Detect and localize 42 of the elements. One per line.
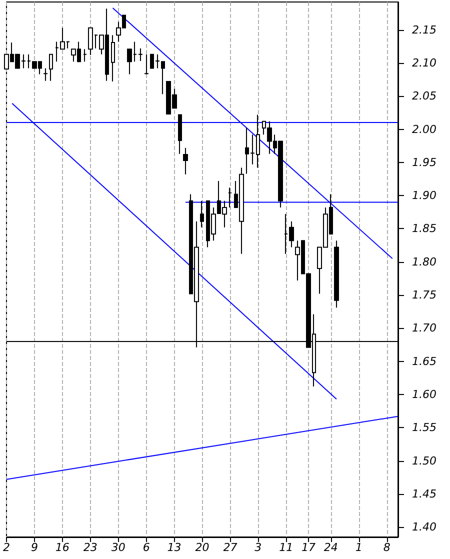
x-tick-label: 17: [302, 541, 316, 554]
candlestick: [111, 34, 115, 82]
x-tick-label: 6: [142, 541, 150, 554]
y-tick-label: 1.75: [412, 288, 436, 302]
x-tick-label: 8: [383, 541, 390, 554]
x-tick-label: 9: [30, 541, 38, 554]
candlestick: [43, 68, 48, 82]
candlestick: [228, 187, 232, 208]
y-tick-label: 2.15: [412, 23, 436, 36]
y-tick-label: 1.65: [412, 354, 436, 368]
y-tick-label: 1.60: [412, 388, 436, 401]
candlestick: [49, 54, 53, 82]
candlestick: [183, 147, 188, 175]
y-tick-label: 2.05: [412, 90, 436, 103]
y-tick-label: 1.85: [412, 222, 436, 236]
y-tick-label: 1.70: [412, 322, 436, 335]
x-tick-label: 24: [324, 541, 338, 554]
y-tick-label: 2.10: [412, 56, 436, 70]
y-tick-label: 2.00: [412, 122, 436, 136]
y-tick-label: 1.55: [412, 421, 436, 434]
candlestick: [334, 240, 339, 308]
candlestick: [178, 114, 182, 154]
x-tick-label: 16: [55, 541, 70, 554]
x-tick-label: 13: [167, 541, 182, 554]
x-tick-label: 23: [83, 541, 98, 554]
candlestick: [200, 200, 204, 228]
y-tick-label: 1.80: [412, 255, 436, 268]
x-tick-label: 2: [3, 541, 10, 554]
y-tick-label: 1.40: [412, 520, 436, 534]
candlestick: [138, 48, 143, 62]
x-tick-label: 30: [111, 541, 126, 554]
candlestick: [144, 54, 149, 75]
candlestick: [83, 48, 87, 62]
y-tick-label: 1.50: [412, 454, 436, 468]
x-tick-label: 1: [355, 541, 362, 554]
x-tick-label: 20: [195, 541, 210, 554]
x-tick-label: 11: [279, 541, 294, 554]
y-tick-label: 1.45: [412, 487, 436, 500]
x-tick-label: 3: [254, 541, 262, 554]
y-tick-label: 1.95: [412, 156, 436, 169]
x-tick-label: 27: [223, 541, 238, 554]
y-tick-label: 1.90: [412, 189, 436, 202]
